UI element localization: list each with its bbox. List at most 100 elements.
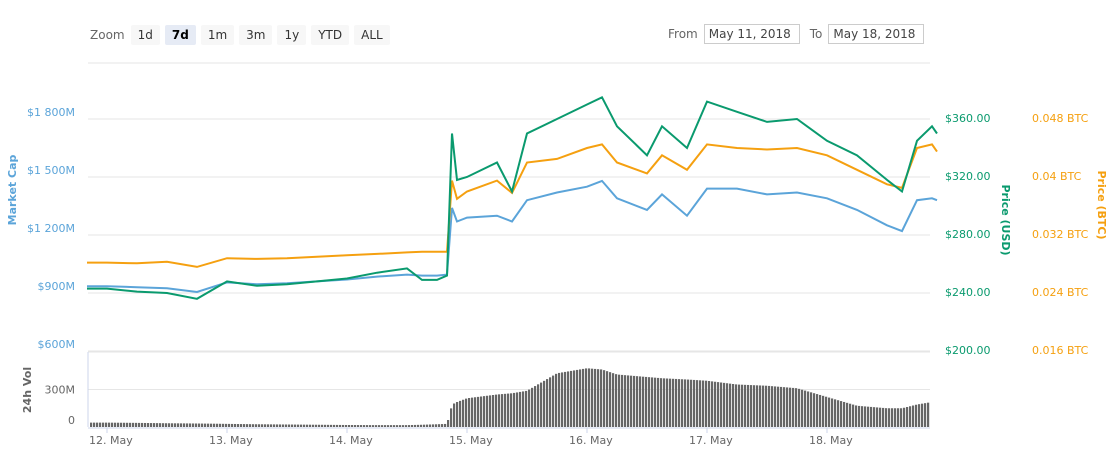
to-date-input[interactable]	[828, 24, 925, 44]
volume-bar	[597, 369, 600, 427]
volume-bar	[237, 424, 240, 427]
volume-bar	[417, 424, 420, 427]
volume-bar	[303, 424, 306, 427]
volume-bar	[627, 375, 630, 427]
volume-bar	[873, 407, 876, 427]
volume-bar	[486, 395, 489, 427]
volume-bar	[747, 384, 750, 427]
volume-bar	[183, 423, 186, 427]
volume-bar	[423, 424, 426, 427]
volume-bar	[525, 390, 528, 427]
volume-bar	[600, 369, 603, 427]
volume-bar	[903, 407, 906, 427]
volume-bar	[159, 423, 162, 427]
volume-bar	[210, 423, 213, 427]
volume-bar	[114, 422, 117, 427]
volume-bar	[624, 375, 627, 427]
from-date-input[interactable]	[703, 24, 800, 44]
volume-bar	[300, 424, 303, 427]
zoom-1d-button[interactable]: 1d	[130, 25, 160, 45]
usd-tick: $240.00	[945, 286, 991, 299]
volume-bar	[93, 422, 96, 427]
volume-bar	[561, 372, 564, 427]
volume-bar	[306, 424, 309, 427]
volume-bar	[657, 377, 660, 427]
volume-bar	[777, 386, 780, 427]
volume-tick: 0	[68, 414, 75, 427]
volume-bar	[312, 424, 315, 427]
volume-bar	[813, 393, 816, 427]
market-cap-tick: $600M	[38, 338, 76, 351]
volume-bar	[558, 372, 561, 427]
volume-bar	[240, 424, 243, 427]
volume-bar	[771, 386, 774, 427]
volume-bar	[669, 378, 672, 427]
x-tick-label: 12. May	[89, 434, 133, 447]
market-cap-tick: $1 200M	[27, 222, 75, 235]
volume-bar	[342, 424, 345, 427]
volume-bar	[321, 424, 324, 427]
volume-bar	[924, 403, 927, 427]
volume-bar	[318, 424, 321, 427]
volume-bar	[273, 424, 276, 427]
volume-bar	[126, 422, 129, 427]
volume-bar	[192, 423, 195, 427]
volume-bar	[723, 382, 726, 427]
zoom-1y-button[interactable]: 1y	[277, 25, 307, 45]
volume-bar	[393, 425, 396, 427]
volume-bar	[261, 424, 264, 427]
volume-bar	[606, 371, 609, 427]
volume-bar	[105, 422, 108, 427]
volume-bar	[477, 396, 480, 427]
volume-bar	[927, 402, 930, 427]
price-btc-line	[87, 143, 938, 268]
zoom-all-button[interactable]: ALL	[354, 25, 390, 45]
volume-bar	[783, 387, 786, 427]
volume-bar	[381, 425, 384, 427]
volume-bar	[204, 423, 207, 427]
volume-bar	[174, 423, 177, 427]
volume-bar	[825, 396, 828, 427]
volume-bar	[351, 425, 354, 427]
volume-bar	[780, 386, 783, 427]
volume-tick: 300M	[45, 384, 76, 397]
volume-bar	[756, 385, 759, 427]
x-tick-label: 17. May	[689, 434, 733, 447]
volume-bar	[807, 391, 810, 427]
volume-bar	[141, 422, 144, 427]
btc-tick: 0.04 BTC	[1032, 170, 1082, 183]
volume-bar	[552, 375, 555, 427]
volume-bar	[678, 379, 681, 427]
volume-bar	[282, 424, 285, 427]
volume-bar	[426, 424, 429, 427]
volume-bar	[534, 386, 537, 427]
volume-bar	[270, 424, 273, 427]
volume-bar	[363, 425, 366, 427]
volume-bar	[153, 423, 156, 427]
volume-bar	[234, 423, 237, 427]
volume-bar	[345, 424, 348, 427]
volume-bar	[411, 425, 414, 427]
volume-bar	[789, 387, 792, 427]
zoom-7d-button[interactable]: 7d	[164, 25, 196, 45]
volume-bar	[396, 425, 399, 427]
volume-bar	[288, 424, 291, 427]
volume-bar	[651, 377, 654, 427]
volume-bar	[414, 424, 417, 427]
volume-bar	[333, 424, 336, 427]
zoom-3m-button[interactable]: 3m	[239, 25, 273, 45]
volume-bar	[156, 423, 159, 427]
volume-bar	[666, 378, 669, 427]
volume-bar	[429, 424, 432, 427]
zoom-1m-button[interactable]: 1m	[200, 25, 235, 45]
zoom-ytd-button[interactable]: YTD	[311, 25, 350, 45]
volume-bar	[696, 380, 699, 427]
volume-bar	[264, 424, 267, 427]
volume-bar	[762, 385, 765, 427]
volume-bar	[693, 379, 696, 427]
volume-bar	[543, 380, 546, 427]
volume-bar	[735, 384, 738, 427]
volume-bar	[837, 400, 840, 427]
